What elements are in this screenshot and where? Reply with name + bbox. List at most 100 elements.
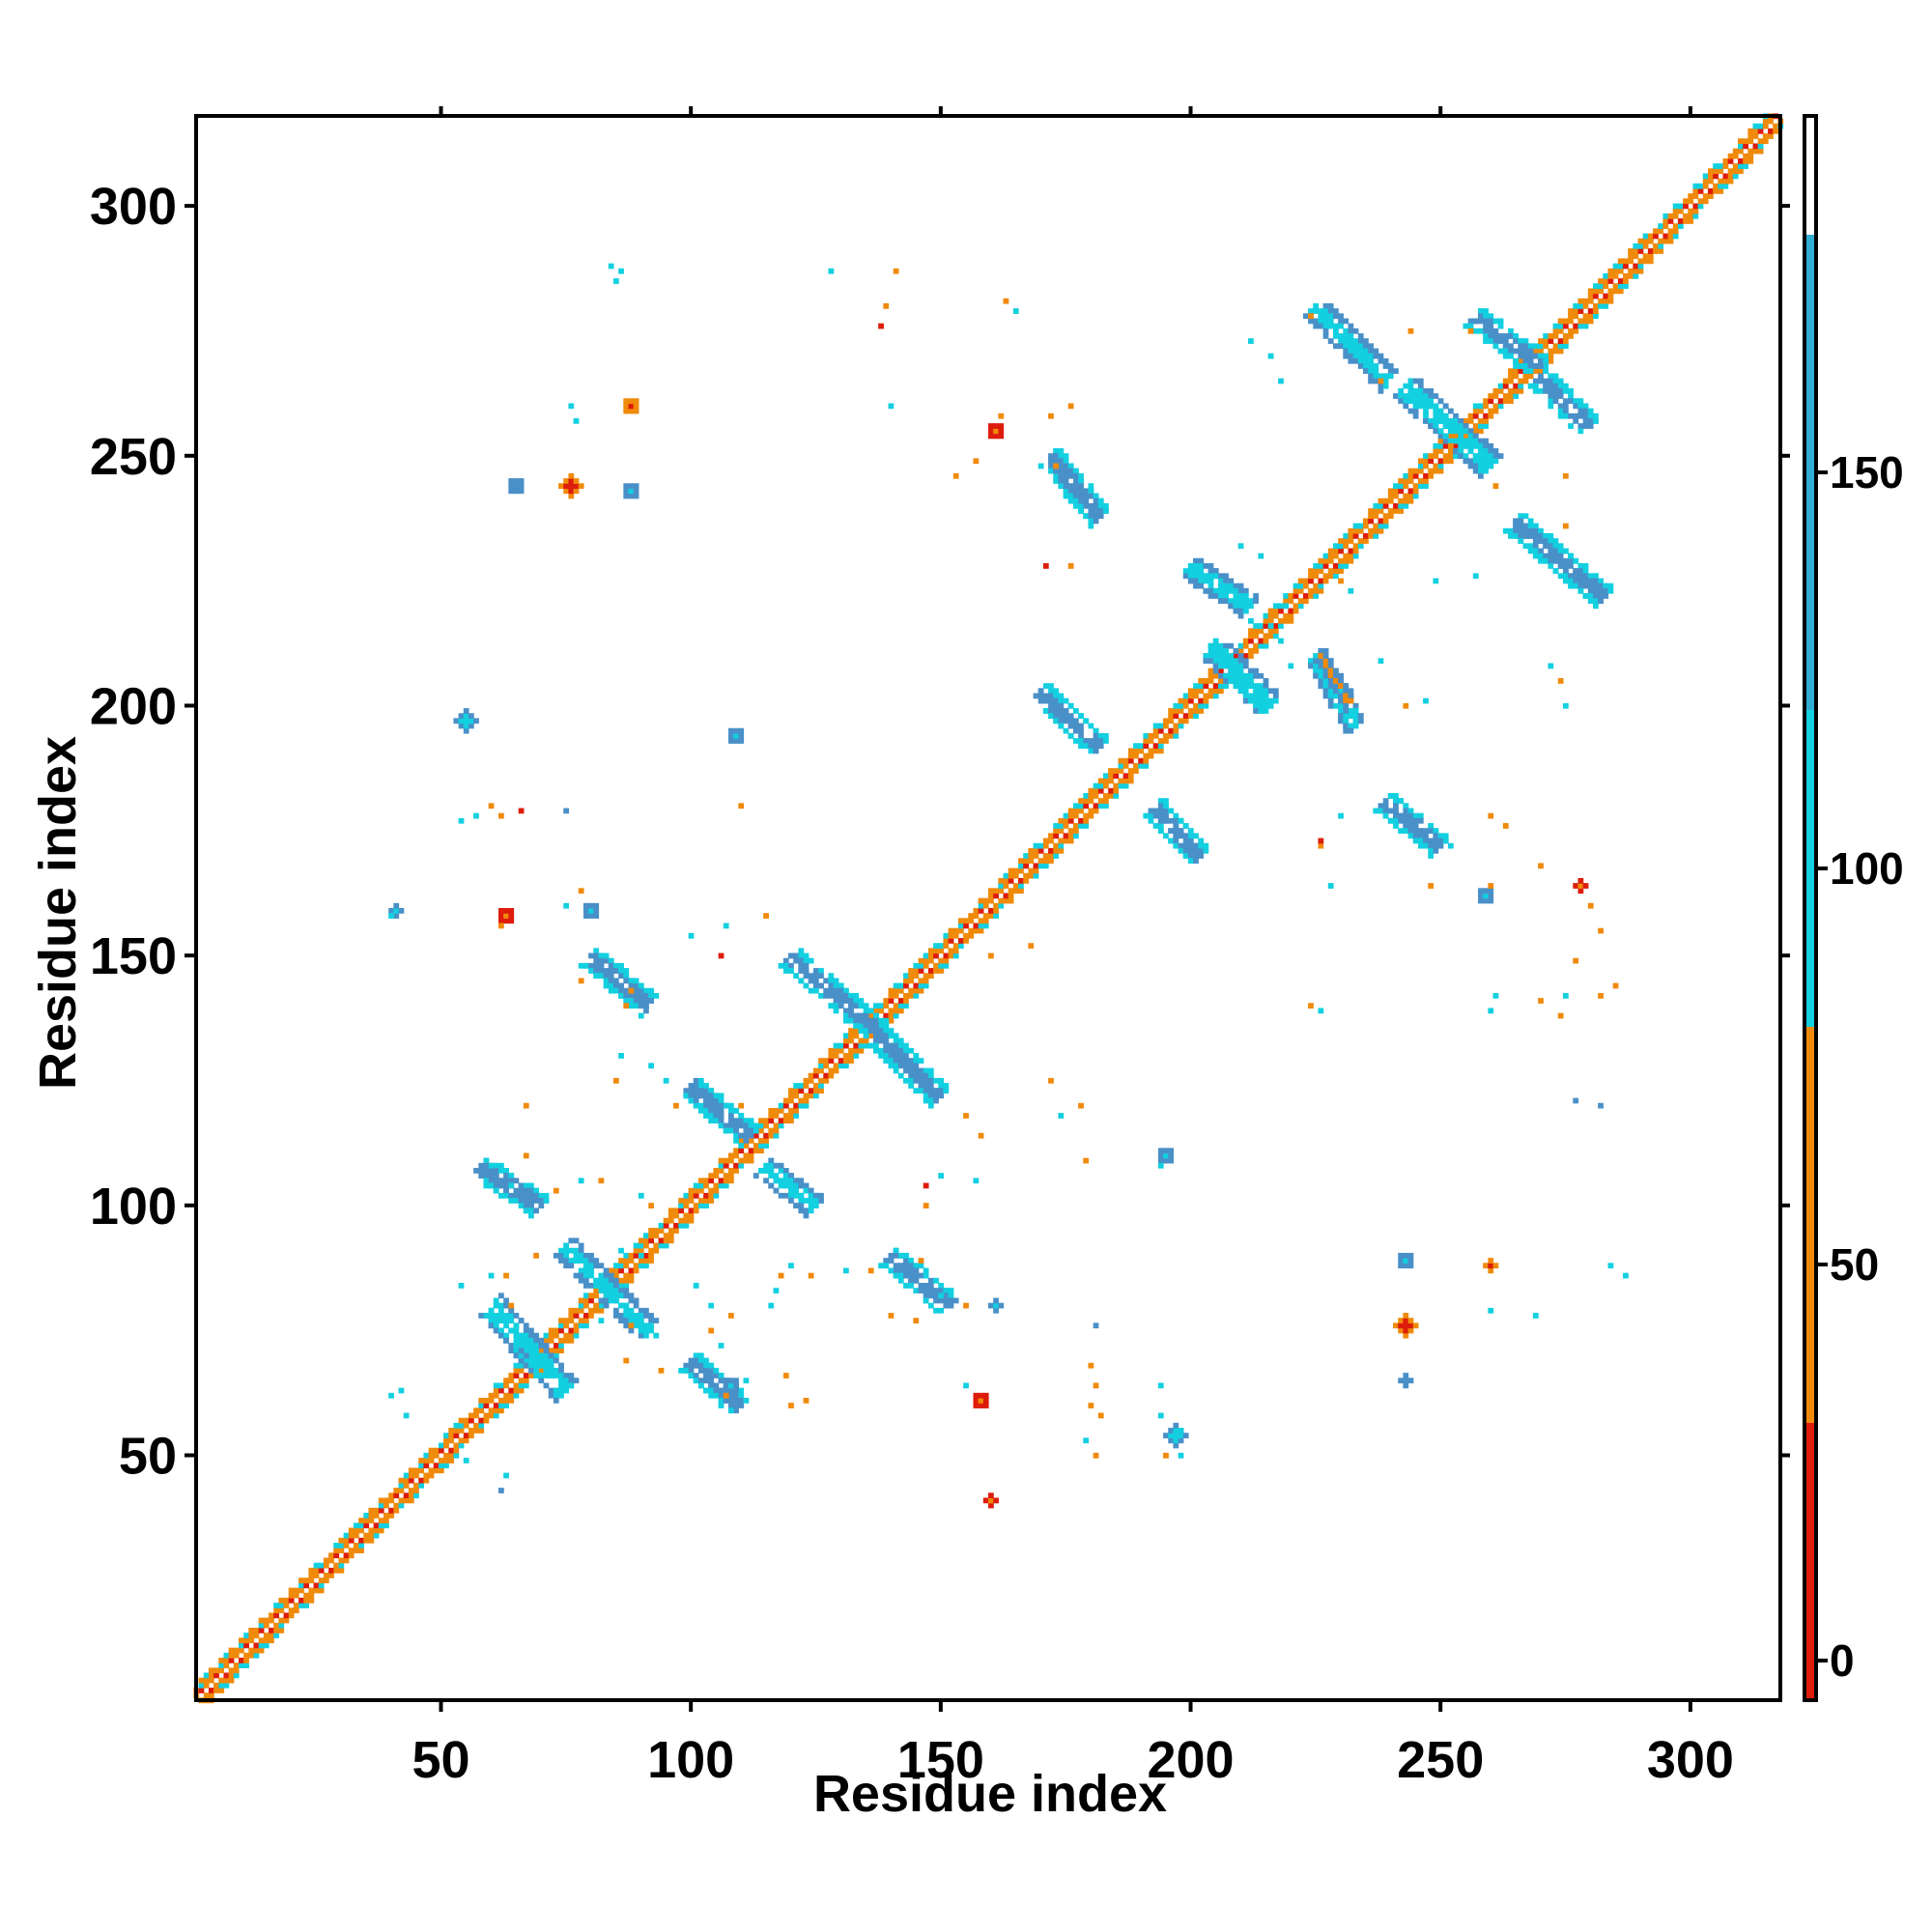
contact-cell — [793, 973, 800, 980]
contact-cell — [1557, 573, 1564, 580]
contact-cell — [1182, 847, 1189, 854]
contact-cell — [638, 1307, 644, 1314]
contact-cell — [563, 902, 570, 909]
contact-cell — [727, 1168, 734, 1174]
contact-cell — [1453, 442, 1459, 449]
contact-cell — [1488, 1258, 1494, 1264]
contact-cell — [1338, 543, 1344, 550]
contact-cell — [497, 1182, 504, 1189]
contact-cell — [258, 1627, 265, 1634]
contact-cell — [398, 1477, 405, 1484]
x-tick-label: 50 — [412, 1731, 469, 1789]
contact-cell — [1598, 582, 1604, 589]
contact-cell — [1332, 327, 1339, 334]
contact-cell — [703, 1113, 709, 1119]
contact-cell — [393, 902, 400, 909]
contact-cell — [1122, 773, 1129, 780]
contact-cell — [323, 1577, 329, 1584]
contact-cell — [957, 918, 964, 924]
contact-cell — [918, 962, 924, 969]
contact-cell — [1357, 357, 1364, 364]
contact-cell — [293, 1607, 299, 1614]
contact-cell — [497, 1318, 504, 1324]
contact-cell — [598, 1318, 605, 1324]
contact-cell — [982, 1403, 989, 1408]
contact-cell — [523, 1332, 529, 1339]
contact-cell — [443, 1437, 449, 1444]
contact-cell — [488, 1168, 495, 1174]
contact-cell — [1157, 748, 1164, 754]
contact-cell — [1308, 658, 1314, 665]
contact-cell — [628, 398, 635, 405]
contact-cell — [518, 1203, 525, 1209]
contact-cell — [1532, 523, 1539, 529]
contact-cell — [208, 1677, 214, 1684]
contact-cell — [1403, 383, 1409, 389]
contact-cell — [1118, 762, 1124, 769]
contact-cell — [1253, 693, 1259, 699]
contact-cell — [518, 1348, 525, 1354]
contact-cell — [1672, 208, 1679, 214]
contact-cell — [488, 1272, 495, 1279]
contact-cell — [897, 1058, 904, 1064]
contact-cell — [1028, 943, 1035, 949]
contact-cell — [1327, 883, 1334, 889]
contact-cell — [1568, 423, 1574, 429]
contact-cell — [1582, 423, 1589, 429]
contact-cell — [398, 1502, 405, 1509]
contact-cell — [1747, 128, 1754, 134]
contact-cell — [1598, 283, 1604, 290]
contact-cell — [1343, 683, 1350, 689]
contact-cell — [893, 1058, 899, 1064]
contact-cell — [1028, 858, 1035, 865]
contact-cell — [1242, 688, 1249, 695]
contact-cell — [528, 1187, 534, 1194]
contact-cell — [1568, 393, 1574, 399]
contact-cell — [433, 1463, 440, 1469]
contact-cell — [623, 1258, 630, 1264]
contact-cell — [943, 1288, 950, 1293]
contact-cell — [1223, 642, 1229, 649]
contact-cell — [513, 1187, 520, 1194]
contact-cell — [623, 1283, 630, 1289]
contact-cell — [1267, 628, 1274, 635]
contact-cell — [1658, 223, 1664, 230]
contact-cell — [823, 1058, 830, 1064]
contact-cell — [1548, 338, 1554, 344]
contact-cell — [978, 1132, 984, 1139]
contact-cell — [1198, 557, 1205, 564]
contact-cell — [1163, 803, 1169, 810]
contact-cell — [938, 948, 945, 954]
contact-cell — [1352, 702, 1359, 709]
contact-cell — [1263, 702, 1269, 709]
contact-cell — [1518, 383, 1524, 389]
contact-cell — [1187, 828, 1194, 834]
contact-cell — [1053, 478, 1060, 484]
contact-cell — [368, 1518, 375, 1523]
contact-cell — [303, 1592, 310, 1599]
y-axis-title: Residue index — [29, 736, 87, 1090]
contact-cell — [908, 1077, 914, 1084]
contact-cell — [1352, 708, 1359, 714]
contact-cell — [1318, 838, 1324, 844]
contact-cell — [727, 1173, 734, 1179]
contact-cell — [683, 1212, 690, 1219]
contact-cell — [403, 1482, 410, 1489]
contact-cell — [648, 1247, 654, 1254]
contact-cell — [768, 1113, 775, 1119]
contact-cell — [353, 1532, 359, 1539]
contact-cell — [1467, 442, 1474, 449]
contact-cell — [563, 1332, 570, 1339]
contact-cell — [903, 1067, 909, 1074]
contact-cell — [273, 1607, 279, 1614]
contact-cell — [727, 1392, 734, 1399]
contact-cell — [982, 918, 989, 924]
contact-cell — [1173, 1422, 1179, 1429]
contact-cell — [1522, 378, 1529, 384]
contact-cell — [1173, 1428, 1179, 1434]
contact-cell — [348, 1527, 355, 1534]
contact-cell — [1592, 313, 1599, 320]
contact-cell — [1637, 268, 1644, 274]
contact-cell — [782, 1373, 789, 1378]
contact-cell — [718, 1097, 724, 1104]
